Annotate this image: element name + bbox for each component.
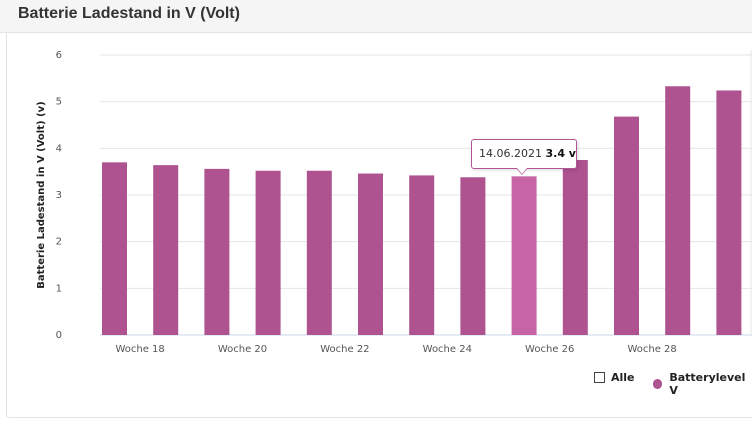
bar: [562, 160, 588, 335]
y-tick-label: 5: [56, 97, 62, 108]
tooltip: 14.06.2021 3.4 v: [471, 139, 577, 169]
legend-item-batterylevel[interactable]: Batterylevel V: [653, 371, 752, 397]
y-tick-label: 6: [56, 50, 62, 61]
y-tick-label: 1: [56, 283, 62, 294]
chart-header: Batterie Ladestand in V (Volt): [0, 0, 752, 33]
bar: [102, 162, 127, 335]
legend-label-batterylevel: Batterylevel V: [669, 371, 746, 397]
legend-item-alle[interactable]: Alle: [594, 371, 635, 384]
x-tick-label: Woche 20: [218, 344, 267, 355]
y-tick-label: 3: [56, 190, 62, 201]
y-tick-label: 4: [56, 143, 62, 154]
bar: [204, 168, 230, 335]
circle-icon: [653, 379, 663, 389]
x-tick-label: Woche 26: [525, 344, 574, 355]
x-tick-label: Woche 28: [627, 344, 676, 355]
bar: [409, 175, 435, 335]
y-tick-label: 0: [56, 330, 62, 341]
x-tick-label: Woche 18: [115, 344, 164, 355]
tooltip-value: 3.4 v: [545, 147, 576, 160]
bar: [153, 165, 179, 335]
y-axis-label: Batterie Ladestand in V (Volt) (v): [36, 101, 47, 288]
checkbox-icon[interactable]: [594, 372, 605, 383]
legend-label-alle: Alle: [611, 371, 635, 384]
bar: [460, 177, 486, 335]
bar: [358, 173, 383, 335]
bar: [614, 116, 639, 335]
tooltip-date: 14.06.2021: [479, 147, 542, 160]
bar: [665, 86, 691, 336]
x-tick-label: Woche 22: [320, 344, 369, 355]
y-tick-label: 2: [56, 237, 62, 248]
chart-title: Batterie Ladestand in V (Volt): [18, 5, 240, 22]
bar: [716, 90, 742, 335]
bar: [306, 170, 332, 335]
bar: [255, 170, 281, 335]
x-tick-label: Woche 24: [423, 344, 472, 355]
bar-highlighted: [511, 176, 537, 335]
